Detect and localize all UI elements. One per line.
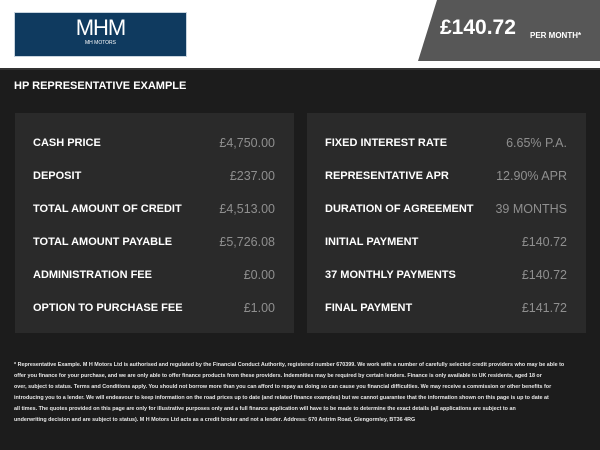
finance-row: INITIAL PAYMENT £140.72 bbox=[325, 232, 567, 252]
row-value: £140.72 bbox=[521, 268, 567, 282]
row-value: £4,750.00 bbox=[219, 136, 275, 150]
row-value: £140.72 bbox=[521, 235, 567, 249]
row-value: £141.72 bbox=[521, 301, 567, 315]
right-finance-panel: FIXED INTEREST RATE 6.65% P.A. REPRESENTAT… bbox=[307, 113, 586, 333]
disclaimer-line: underwriting decision and are subject to… bbox=[14, 417, 416, 423]
per-month-label: PER MONTH* bbox=[530, 31, 582, 40]
disclaimer-line: over, subject to status. Terms and Condi… bbox=[14, 384, 552, 390]
monthly-price: £140.72 bbox=[440, 16, 516, 39]
row-label: INITIAL PAYMENT bbox=[325, 236, 419, 248]
finance-row: TOTAL AMOUNT PAYABLE £5,726.08 bbox=[33, 232, 275, 252]
row-label: REPRESENTATIVE APR bbox=[325, 170, 449, 182]
disclaimer-line: all times. The quotes provided on this p… bbox=[14, 406, 516, 412]
row-value: £5,726.08 bbox=[219, 235, 275, 249]
row-label: TOTAL AMOUNT OF CREDIT bbox=[33, 203, 182, 215]
section-title: HP REPRESENTATIVE EXAMPLE bbox=[14, 80, 187, 92]
row-label: FIXED INTEREST RATE bbox=[325, 137, 448, 149]
row-label: DEPOSIT bbox=[33, 170, 82, 182]
row-label: FINAL PAYMENT bbox=[325, 302, 413, 314]
finance-row: REPRESENTATIVE APR 12.90% APR bbox=[325, 166, 567, 186]
finance-row: FINAL PAYMENT £141.72 bbox=[325, 298, 567, 318]
price-panel bbox=[418, 0, 600, 61]
finance-row: CASH PRICE £4,750.00 bbox=[33, 133, 275, 153]
mh-motors-logo[interactable]: MHM MH MOTORS bbox=[14, 12, 187, 57]
row-value: £0.00 bbox=[243, 268, 275, 282]
row-value: 39 MONTHS bbox=[495, 202, 567, 216]
logo-mark: MHM bbox=[75, 15, 127, 40]
disclaimer-line: offer you finance for your purchase, and… bbox=[14, 373, 542, 379]
row-label: CASH PRICE bbox=[33, 137, 101, 149]
row-value: £1.00 bbox=[243, 301, 275, 315]
row-value: 12.90% APR bbox=[496, 169, 567, 183]
finance-row: DURATION OF AGREEMENT 39 MONTHS bbox=[325, 199, 567, 219]
row-value: 6.65% P.A. bbox=[506, 136, 567, 150]
finance-row: FIXED INTEREST RATE 6.65% P.A. bbox=[325, 133, 567, 153]
row-label: OPTION TO PURCHASE FEE bbox=[33, 302, 183, 314]
finance-row: ADMINISTRATION FEE £0.00 bbox=[33, 265, 275, 285]
finance-row: 37 MONTHLY PAYMENTS £140.72 bbox=[325, 265, 567, 285]
left-finance-panel: CASH PRICE £4,750.00 DEPOSIT £237.00 TOTAL A… bbox=[15, 113, 294, 333]
finance-row: TOTAL AMOUNT OF CREDIT £4,513.00 bbox=[33, 199, 275, 219]
row-label: 37 MONTHLY PAYMENTS bbox=[325, 269, 456, 281]
finance-row: OPTION TO PURCHASE FEE £1.00 bbox=[33, 298, 275, 318]
disclaimer-line: introducing you to a lender. We will end… bbox=[14, 395, 549, 401]
finance-disclaimer: * Representative Example. M H Motors Ltd… bbox=[14, 360, 586, 426]
row-label: DURATION OF AGREEMENT bbox=[325, 203, 474, 215]
disclaimer-line: * Representative Example. M H Motors Ltd… bbox=[14, 362, 565, 368]
row-value: £4,513.00 bbox=[219, 202, 275, 216]
logo-subtext: MH MOTORS bbox=[84, 40, 117, 46]
finance-row: DEPOSIT £237.00 bbox=[33, 166, 275, 186]
row-label: TOTAL AMOUNT PAYABLE bbox=[33, 236, 173, 248]
row-label: ADMINISTRATION FEE bbox=[33, 269, 152, 281]
row-value: £237.00 bbox=[229, 169, 275, 183]
